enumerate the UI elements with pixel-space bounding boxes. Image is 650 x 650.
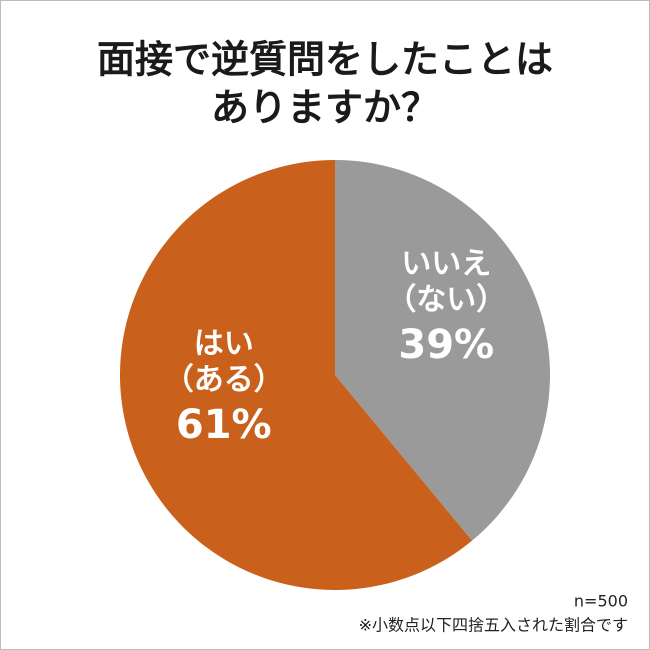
value-label: 61%: [176, 402, 272, 448]
chart-title: 面接で逆質問をしたことは: [97, 38, 553, 82]
chart-title: ありますか？: [211, 86, 439, 130]
pie-slice: [335, 160, 550, 541]
slice-label: （ない）: [386, 282, 506, 317]
sample-size: n=500: [574, 592, 628, 611]
footnote: ※小数点以下四捨五入された割合です: [359, 616, 628, 635]
value-label: 39%: [398, 322, 494, 368]
slice-label: いいえ: [401, 246, 491, 281]
slice-label: （ある）: [164, 363, 284, 398]
pie-slice: [120, 160, 473, 590]
slice-label: はい: [194, 327, 254, 362]
